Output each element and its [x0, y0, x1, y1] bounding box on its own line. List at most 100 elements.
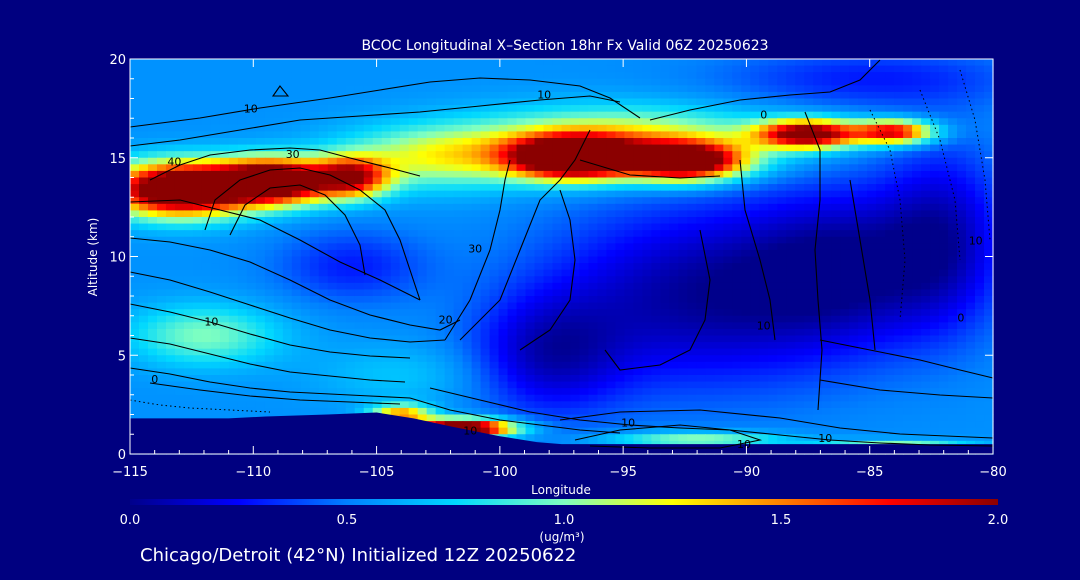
heatmap-cell — [462, 381, 473, 389]
heatmap-cell — [669, 335, 679, 343]
heatmap-cell — [849, 184, 859, 192]
heatmap-cell — [130, 401, 140, 409]
heatmap-cell — [156, 164, 167, 172]
heatmap-cell — [210, 243, 221, 251]
heatmap-cell — [912, 348, 922, 356]
heatmap-cell — [165, 394, 176, 402]
heatmap-cell — [300, 197, 311, 205]
heatmap-cell — [183, 256, 194, 264]
heatmap-cell — [705, 296, 715, 304]
heatmap-cell — [696, 118, 706, 126]
heatmap-cell — [732, 144, 742, 152]
heatmap-cell — [894, 375, 904, 383]
heatmap-cell — [849, 243, 859, 251]
heatmap-cell — [975, 249, 985, 258]
heatmap-cell — [309, 217, 320, 225]
heatmap-cell — [453, 210, 464, 218]
heatmap-cell — [354, 151, 365, 159]
heatmap-cell — [642, 269, 652, 277]
heatmap-cell — [156, 91, 167, 100]
heatmap-cell — [138, 124, 149, 133]
heatmap-cell — [543, 276, 554, 284]
heatmap-cell — [606, 322, 617, 330]
heatmap-cell — [597, 263, 608, 271]
heatmap-cell — [453, 203, 464, 212]
heatmap-cell — [417, 309, 428, 317]
heatmap-cell — [723, 190, 733, 198]
heatmap-cell — [318, 72, 329, 80]
heatmap-cell — [516, 138, 527, 146]
heatmap-cell — [381, 72, 392, 80]
heatmap-cell — [471, 118, 482, 126]
heatmap-cell — [786, 105, 796, 113]
heatmap-cell — [507, 381, 518, 389]
heatmap-cell — [130, 282, 140, 291]
heatmap-cell — [453, 361, 464, 370]
heatmap-cell — [336, 263, 347, 271]
heatmap-cell — [444, 72, 455, 80]
heatmap-cell — [597, 151, 608, 159]
heatmap-cell — [192, 85, 203, 93]
heatmap-cell — [417, 249, 428, 258]
heatmap-cell — [930, 203, 940, 212]
heatmap-cell — [615, 335, 626, 343]
heatmap-cell — [147, 263, 158, 271]
heatmap-cell — [867, 210, 877, 218]
heatmap-cell — [840, 388, 850, 396]
heatmap-cell — [372, 59, 383, 67]
heatmap-cell — [948, 276, 958, 284]
heatmap-cell — [723, 335, 733, 343]
heatmap-cell — [723, 197, 733, 205]
heatmap-cell — [777, 177, 787, 185]
heatmap-cell — [615, 388, 626, 396]
heatmap-cell — [480, 381, 491, 389]
heatmap-cell — [237, 289, 248, 297]
heatmap-cell — [939, 348, 949, 356]
heatmap-cell — [390, 276, 401, 284]
heatmap-cell — [984, 111, 994, 119]
heatmap-cell — [651, 78, 661, 86]
heatmap-cell — [822, 375, 832, 383]
heatmap-cell — [219, 138, 230, 146]
heatmap-cell — [345, 256, 356, 264]
heatmap-cell — [237, 342, 248, 350]
heatmap-cell — [741, 105, 751, 113]
heatmap-cell — [291, 111, 302, 119]
heatmap-cell — [660, 342, 670, 350]
heatmap-cell — [948, 157, 958, 165]
heatmap-cell — [471, 98, 482, 106]
heatmap-cell — [948, 118, 958, 126]
heatmap-cell — [975, 328, 985, 337]
heatmap-cell — [174, 157, 185, 165]
heatmap-cell — [633, 276, 644, 284]
heatmap-cell — [867, 368, 877, 376]
heatmap-cell — [372, 368, 383, 376]
heatmap-cell — [678, 217, 688, 225]
heatmap-cell — [336, 368, 347, 376]
heatmap-cell — [804, 177, 814, 185]
heatmap-cell — [246, 164, 257, 172]
heatmap-cell — [210, 302, 221, 310]
heatmap-cell — [480, 72, 491, 80]
heatmap-cell — [480, 65, 491, 73]
heatmap-cell — [174, 78, 185, 86]
heatmap-cell — [759, 59, 769, 67]
heatmap-cell — [552, 170, 563, 179]
heatmap-cell — [309, 111, 320, 119]
heatmap-cell — [201, 263, 212, 271]
heatmap-cell — [444, 131, 455, 139]
heatmap-cell — [588, 388, 599, 396]
heatmap-cell — [219, 210, 230, 218]
heatmap-cell — [948, 342, 958, 350]
heatmap-cell — [579, 348, 590, 356]
heatmap-cell — [903, 249, 913, 258]
heatmap-cell — [894, 124, 904, 133]
heatmap-cell — [876, 381, 886, 389]
heatmap-cell — [453, 59, 464, 67]
heatmap-cell — [624, 315, 635, 323]
heatmap-cell — [777, 210, 787, 218]
heatmap-cell — [255, 111, 266, 119]
heatmap-cell — [894, 328, 904, 337]
heatmap-cell — [759, 322, 769, 330]
heatmap-cell — [723, 230, 733, 238]
